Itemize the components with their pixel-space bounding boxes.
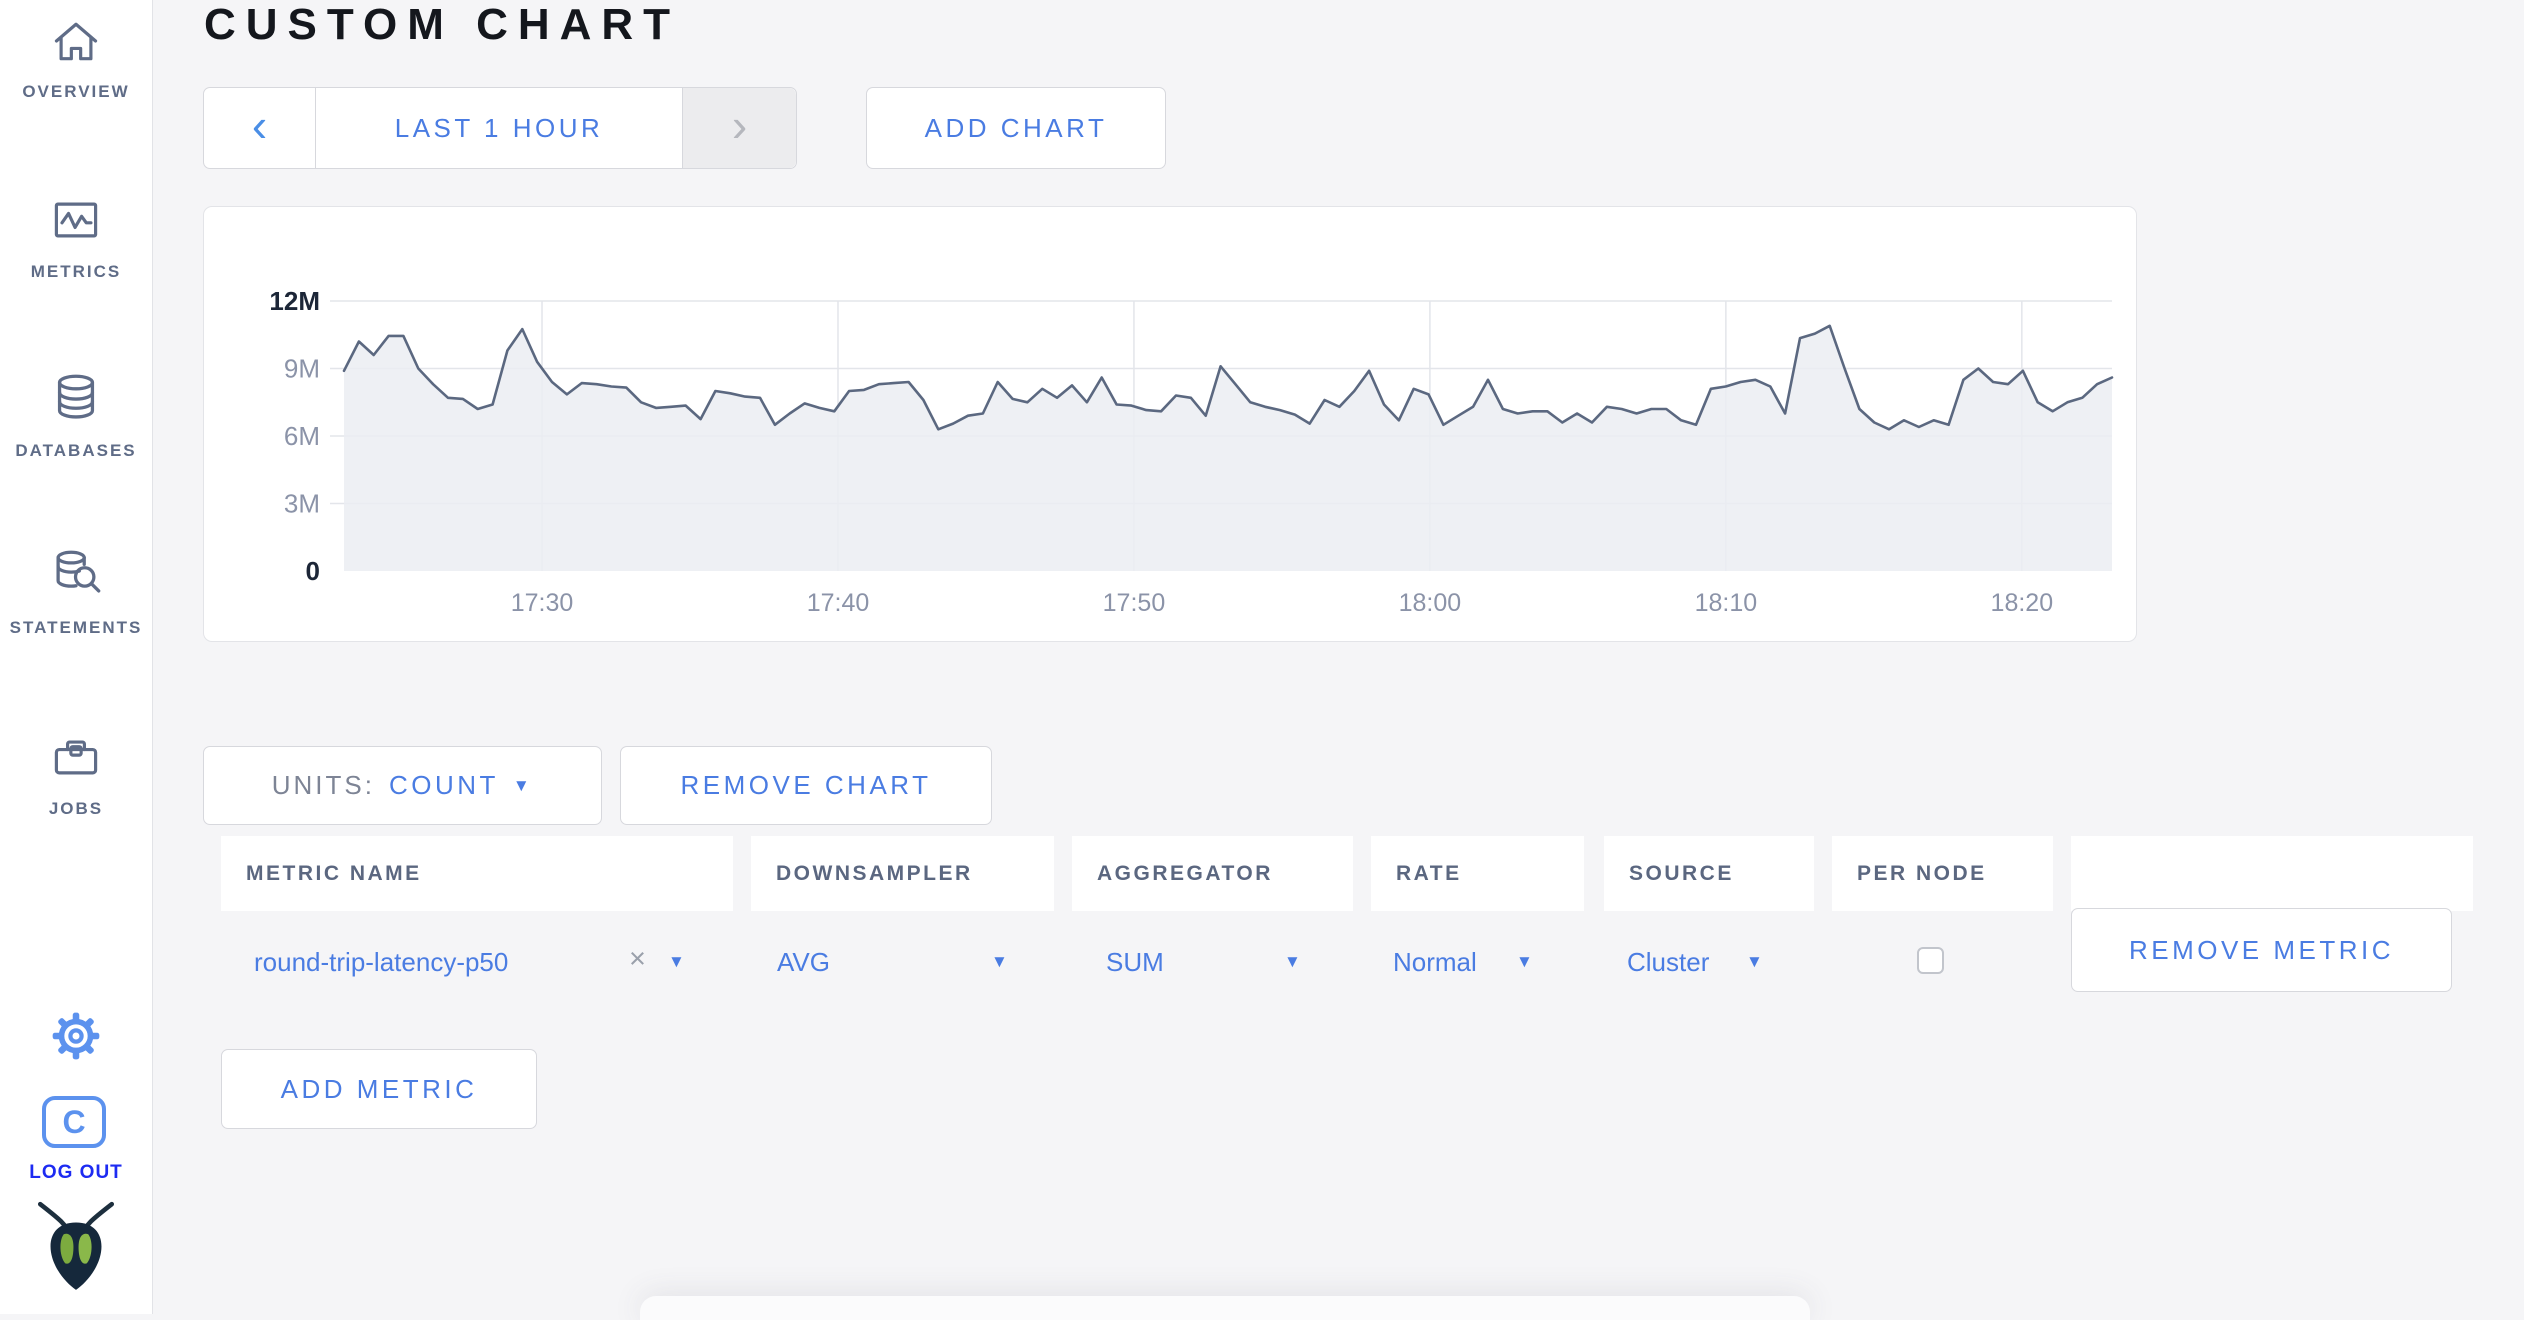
cockroach-c-logo-icon[interactable]: C xyxy=(42,1096,106,1148)
time-range-selector: ‹ LAST 1 HOUR › xyxy=(203,87,797,169)
remove-metric-button[interactable]: REMOVE METRIC xyxy=(2071,908,2452,992)
caret-down-icon: ▼ xyxy=(1746,952,1763,971)
sidebar-item-label: OVERVIEW xyxy=(22,82,130,101)
time-range-label[interactable]: LAST 1 HOUR xyxy=(394,112,604,143)
sidebar-item-jobs[interactable]: JOBS xyxy=(0,729,152,819)
column-header-downsampler: DOWNSAMPLER xyxy=(751,836,1054,911)
caret-down-icon: ▼ xyxy=(1284,952,1301,971)
chevron-left-icon: ‹ xyxy=(251,99,268,151)
column-header-source: SOURCE xyxy=(1604,836,1814,911)
sidebar-item-metrics[interactable]: METRICS xyxy=(0,192,152,282)
jobs-icon xyxy=(48,729,104,790)
chevron-right-icon: › xyxy=(731,99,748,151)
sidebar-item-overview[interactable]: OVERVIEW xyxy=(0,14,152,102)
logout-button[interactable]: LOG OUT xyxy=(29,1162,123,1183)
units-value: COUNT xyxy=(388,770,499,800)
downsampler-select[interactable]: AVG xyxy=(777,947,830,977)
sidebar-item-label: JOBS xyxy=(48,799,104,818)
source-select[interactable]: Cluster xyxy=(1627,947,1710,977)
databases-icon xyxy=(47,369,105,432)
sidebar-item-label: DATABASES xyxy=(15,441,137,460)
caret-down-icon: ▼ xyxy=(512,775,534,795)
sidebar-item-label: METRICS xyxy=(30,262,122,281)
page-title: CUSTOM CHART xyxy=(204,0,681,49)
per-node-checkbox[interactable] xyxy=(1917,947,1944,974)
column-header-rate: RATE xyxy=(1371,836,1584,911)
clear-metric-icon[interactable]: × xyxy=(629,943,646,975)
custom-chart-card[interactable]: 0 3M 6M 9M 12M 17:30 17:40 17:50 18:00 18:10 18:20 xyxy=(203,206,2137,642)
bottom-sheet-shadow xyxy=(640,1296,1810,1320)
column-header-per-node: PER NODE xyxy=(1832,836,2053,911)
sidebar-item-statements[interactable]: STATEMENTS xyxy=(0,546,152,638)
metric-name-dropdown[interactable]: round-trip-latency-p50 xyxy=(254,947,509,977)
svg-text:17:50: 17:50 xyxy=(1103,589,1166,617)
time-range-next-button[interactable]: › xyxy=(682,88,796,168)
time-range-prev-button[interactable]: ‹ xyxy=(204,88,316,168)
aggregator-select[interactable]: SUM xyxy=(1106,947,1164,977)
svg-text:0: 0 xyxy=(306,556,320,586)
svg-text:18:20: 18:20 xyxy=(1991,589,2054,617)
sidebar-item-label: STATEMENTS xyxy=(9,618,143,637)
c-logo-letter: C xyxy=(62,1103,86,1140)
units-label: UNITS: xyxy=(271,770,375,800)
settings-gear-icon[interactable] xyxy=(0,1008,152,1064)
add-chart-button[interactable]: ADD CHART xyxy=(866,87,1166,169)
svg-text:17:40: 17:40 xyxy=(807,589,870,617)
column-header-metric-name: METRIC NAME xyxy=(221,836,733,911)
remove-chart-button[interactable]: REMOVE CHART xyxy=(620,746,992,825)
home-icon xyxy=(48,14,104,73)
svg-text:3M: 3M xyxy=(284,489,320,519)
svg-text:18:00: 18:00 xyxy=(1399,589,1462,617)
svg-text:12M: 12M xyxy=(269,286,320,316)
svg-text:18:10: 18:10 xyxy=(1695,589,1758,617)
rate-select[interactable]: Normal xyxy=(1393,947,1477,977)
svg-text:17:30: 17:30 xyxy=(511,589,574,617)
statements-icon xyxy=(47,546,105,609)
units-dropdown[interactable]: UNITS: COUNT ▼ xyxy=(203,746,602,825)
add-metric-button[interactable]: ADD METRIC xyxy=(221,1049,537,1129)
column-header-aggregator: AGGREGATOR xyxy=(1072,836,1353,911)
sidebar-item-databases[interactable]: DATABASES xyxy=(0,369,152,461)
caret-down-icon: ▼ xyxy=(991,952,1008,971)
sidebar: OVERVIEW METRICS DATABASES xyxy=(0,0,153,1314)
svg-text:9M: 9M xyxy=(284,354,320,384)
caret-down-icon: ▼ xyxy=(1516,952,1533,971)
metrics-icon xyxy=(48,192,104,253)
column-header-actions xyxy=(2071,836,2473,911)
svg-text:6M: 6M xyxy=(284,421,320,451)
caret-down-icon: ▼ xyxy=(668,952,685,971)
custom-chart-canvas: 0 3M 6M 9M 12M 17:30 17:40 17:50 18:00 18:10 18:20 xyxy=(269,286,2114,617)
cockroach-bug-logo-icon[interactable] xyxy=(36,1198,116,1299)
